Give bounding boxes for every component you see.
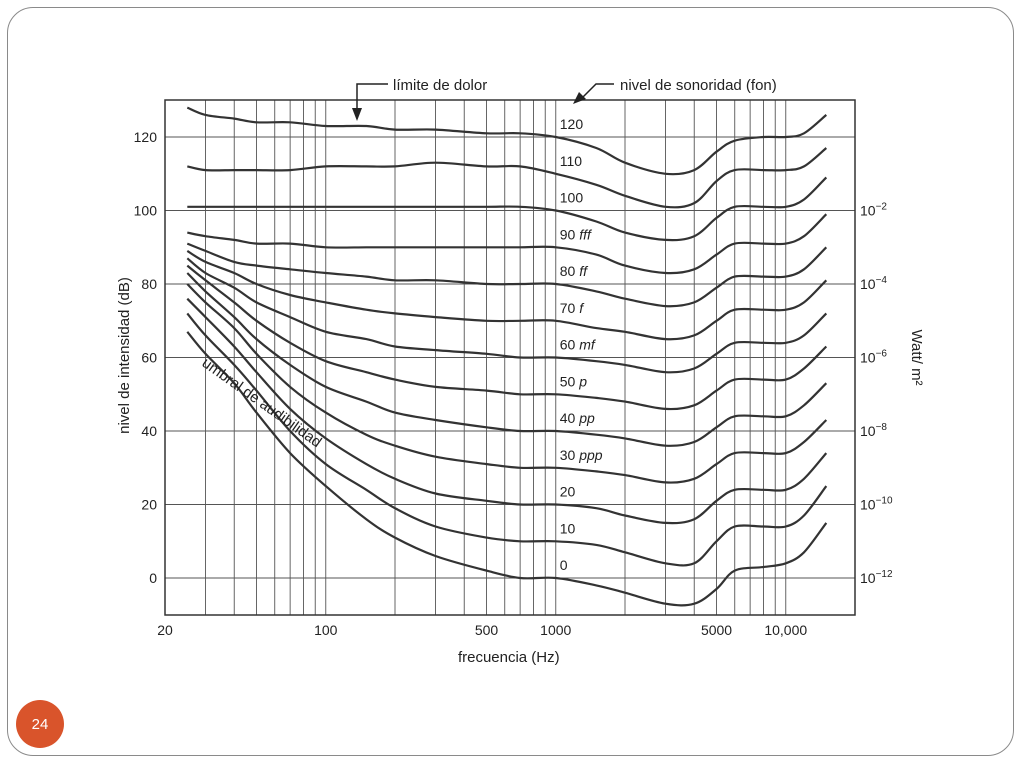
curve-30-phon: [186, 283, 828, 484]
y2-tick-label: 10−8: [860, 422, 887, 439]
curve-label-20: 20: [560, 484, 576, 500]
curve-40-phon: [186, 272, 828, 447]
chart-curves: [186, 106, 828, 607]
curve-80-phon: [186, 242, 828, 308]
curve-10-phon: [186, 312, 828, 567]
right-axis-label: Watt/ m²: [908, 329, 925, 385]
x-tick-label: 5000: [701, 622, 732, 638]
loudness-level-annotation: nivel de sonoridad (fon): [573, 77, 777, 104]
curve-70-phon: [186, 249, 828, 341]
pain-threshold-annotation: límite de dolor: [352, 77, 487, 121]
y2-tick-label: 10−10: [860, 496, 893, 513]
loudness-level-text: nivel de sonoridad (fon): [620, 77, 777, 94]
curve-label-80: 80 ff: [560, 263, 589, 279]
chart-grid: [165, 100, 855, 615]
curve-label-60: 60 mf: [560, 337, 597, 353]
curve-20-phon: [186, 297, 828, 525]
curve-110-phon: [187, 147, 828, 209]
x-axis-label: frecuencia (Hz): [458, 649, 560, 666]
curve-120-phon: [186, 106, 828, 176]
y-tick-label: 120: [134, 129, 158, 145]
curve-100-phon: [187, 176, 828, 242]
plot-frame: [164, 99, 856, 616]
y2-tick-label: 10−2: [860, 202, 887, 219]
x-tick-label: 100: [314, 622, 338, 638]
x-tick-label: 500: [475, 622, 499, 638]
curve-60-phon: [186, 257, 828, 374]
y-tick-label: 100: [134, 203, 158, 219]
curve-label-120: 120: [560, 116, 584, 132]
curve-label-10: 10: [560, 520, 576, 536]
y-tick-label: 20: [141, 497, 157, 513]
page-number-badge: 24: [16, 700, 64, 748]
curve-label-90: 90 fff: [560, 226, 593, 242]
y-tick-label: 60: [141, 350, 157, 366]
hearing-threshold-text: umbral de audibilidad: [199, 354, 325, 451]
y2-tick-label: 10−12: [860, 569, 893, 586]
curve-label-50: 50 p: [560, 373, 587, 389]
curve-label-40: 40 pp: [560, 410, 595, 426]
pain-threshold-text: límite de dolor: [393, 77, 487, 94]
curve-label-110: 110: [560, 153, 583, 169]
y2-tick-label: 10−6: [860, 349, 887, 366]
curve-90-phon: [187, 213, 828, 275]
x-tick-label: 10,000: [764, 622, 807, 638]
y2-tick-label: 10−4: [860, 275, 887, 292]
y-axis-label: nivel de intensidad (dB): [116, 277, 133, 434]
curve-label-0: 0: [560, 557, 568, 573]
curve-label-30: 30 ppp: [560, 447, 603, 463]
curve-0-phon: [186, 331, 828, 607]
y-tick-label: 40: [141, 423, 157, 439]
y-tick-label: 0: [149, 570, 157, 586]
y-tick-label: 80: [141, 276, 157, 292]
x-tick-label: 1000: [540, 622, 571, 638]
curve-50-phon: [186, 264, 828, 411]
curve-label-100: 100: [560, 190, 584, 206]
curve-label-70: 70 f: [560, 300, 585, 316]
x-tick-label: 20: [157, 622, 173, 638]
slide-frame: [7, 7, 1014, 756]
